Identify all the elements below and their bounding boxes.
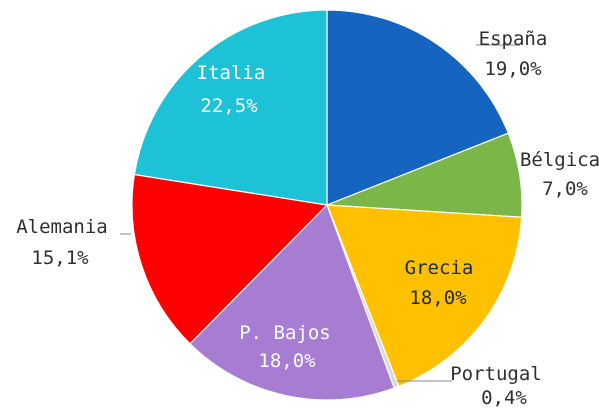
pie-slice-espa-a [326, 9, 510, 206]
slice-value-portugal: 0,4% [481, 387, 527, 409]
slice-value-b-lgica: 7,0% [542, 178, 588, 200]
slice-value-italia: 22,5% [200, 95, 258, 117]
slice-label-grecia: Grecia [405, 257, 474, 279]
slice-label-espa-a: España [479, 28, 548, 50]
slice-label-italia: Italia [197, 62, 266, 84]
pie-slice-italia [133, 9, 328, 206]
slice-value-espa-a: 19,0% [484, 58, 542, 80]
slice-label-p-bajos: P. Bajos [239, 322, 331, 344]
pie-slice-p-bajos [189, 203, 395, 401]
slice-label-portugal: Portugal [450, 363, 542, 385]
slice-label-alemania: Alemania [16, 216, 108, 238]
slice-value-p-bajos: 18,0% [258, 350, 316, 372]
slice-value-alemania: 15,1% [31, 247, 89, 269]
slice-value-grecia: 18,0% [409, 287, 467, 309]
pie-slice-alemania [131, 173, 329, 345]
pie-slice-grecia [326, 204, 523, 388]
slice-label-b-lgica: Bélgica [520, 149, 599, 171]
